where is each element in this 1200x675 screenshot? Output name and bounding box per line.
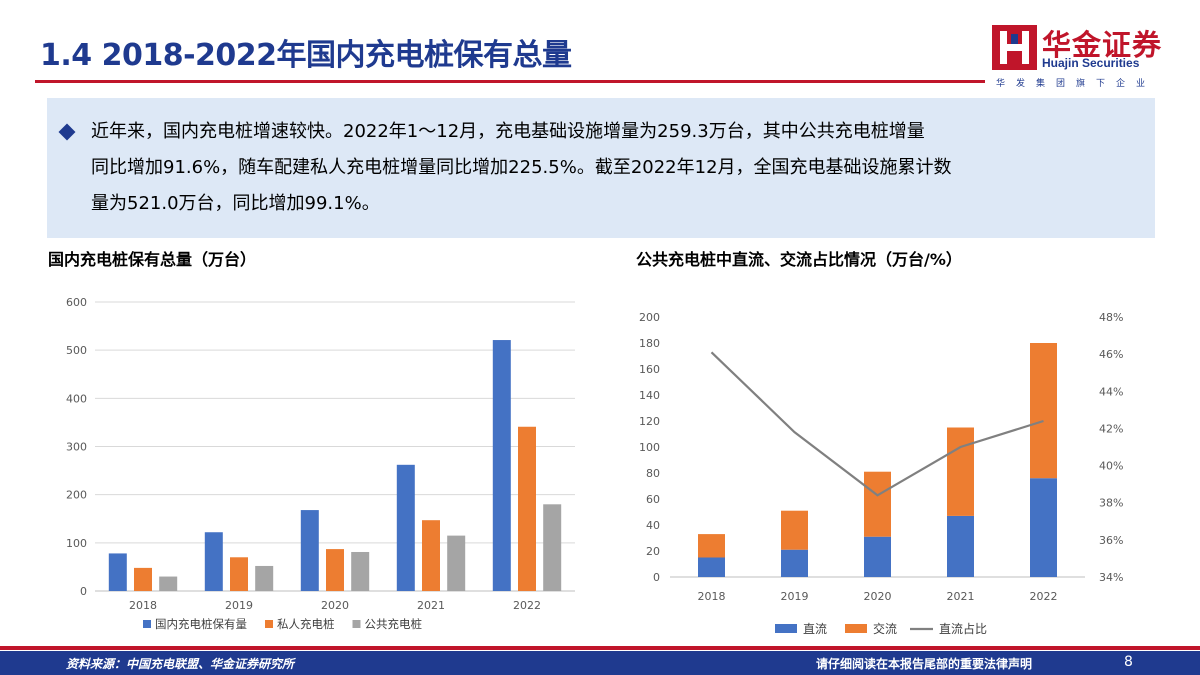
y-tick-label: 20 xyxy=(646,545,660,558)
bar-直流-2019 xyxy=(781,549,808,577)
y-tick-label: 0 xyxy=(653,571,660,584)
chart1-title: 国内充电桩保有总量（万台） xyxy=(48,250,257,269)
logo-name-cn: 华金证券 xyxy=(1042,28,1163,62)
y2-tick-label: 46% xyxy=(1099,348,1123,361)
y-tick-label: 140 xyxy=(639,389,660,402)
chart-total-stock: 0 100 200 300 400 500 600 2018 2019 2020 2021 2022 国… xyxy=(66,296,575,631)
logo-name-en: Huajin Securities xyxy=(1042,56,1140,70)
y2-tick-label: 42% xyxy=(1099,422,1123,435)
legend-label: 私人充电桩 xyxy=(277,617,335,631)
x-tick-label: 2021 xyxy=(417,599,445,612)
y2-tick-label: 34% xyxy=(1099,571,1123,584)
x-tick-label: 2022 xyxy=(513,599,541,612)
legend-label: 直流 xyxy=(803,622,827,636)
bar-交流-2022 xyxy=(1030,343,1057,479)
x-tick-label: 2018 xyxy=(698,590,726,603)
bar-私人充电桩-2021 xyxy=(422,520,440,591)
bar-公共充电桩-2019 xyxy=(255,565,274,591)
legend-label: 交流 xyxy=(873,621,897,636)
x-tick-label: 2020 xyxy=(864,590,892,603)
bar-公共充电桩-2022 xyxy=(543,504,562,591)
x-tick-label: 2018 xyxy=(129,599,157,612)
x-tick-label: 2019 xyxy=(225,599,253,612)
y-tick-label: 180 xyxy=(639,337,660,350)
summary-line: 近年来，国内充电桩增速较快。2022年1～12月，充电基础设施增量为259.3万… xyxy=(91,121,925,142)
summary-line: 量为521.0万台，同比增加99.1%。 xyxy=(91,193,380,214)
legend-swatch xyxy=(265,620,273,628)
bar-公共充电桩-2021 xyxy=(447,535,466,591)
legal-notice: 请仔细阅读在本报告尾部的重要法律声明 xyxy=(816,657,1033,671)
bar-国内充电桩保有量-2018 xyxy=(108,553,127,591)
bar-直流-2021 xyxy=(947,515,974,577)
source-note: 资料来源：中国充电联盟、华金证券研究所 xyxy=(66,657,295,671)
x-tick-label: 2020 xyxy=(321,599,349,612)
y-tick-label: 0 xyxy=(80,585,87,598)
y-tick-label: 500 xyxy=(66,344,87,357)
bar-交流-2020 xyxy=(864,471,891,537)
y-tick-label: 200 xyxy=(639,311,660,324)
y-tick-label: 160 xyxy=(639,363,660,376)
bar-私人充电桩-2022 xyxy=(518,426,536,591)
legend-swatch xyxy=(143,620,151,628)
bar-私人充电桩-2019 xyxy=(230,557,248,591)
company-logo: 华金证券 Huajin Securities 华发集团旗下企业 xyxy=(992,20,1177,92)
bar-直流-2018 xyxy=(698,557,725,577)
legend-label: 公共充电桩 xyxy=(365,617,423,631)
y-tick-label: 40 xyxy=(646,519,660,532)
page-title: 1.4 2018-2022年国内充电桩保有总量 xyxy=(40,38,572,73)
summary-paragraph: 近年来，国内充电桩增速较快。2022年1～12月，充电基础设施增量为259.3万… xyxy=(91,114,1139,222)
huajin-logo-icon xyxy=(992,25,1037,70)
y2-tick-label: 48% xyxy=(1099,311,1123,324)
y-tick-label: 100 xyxy=(639,441,660,454)
legend-swatch xyxy=(845,624,867,633)
y2-tick-label: 44% xyxy=(1099,385,1123,398)
bar-国内充电桩保有量-2022 xyxy=(492,340,511,591)
legend-swatch xyxy=(775,624,797,633)
y2-tick-label: 38% xyxy=(1099,497,1123,510)
page-number: 8 xyxy=(1124,654,1133,670)
y2-tick-label: 36% xyxy=(1099,534,1123,547)
bar-国内充电桩保有量-2021 xyxy=(396,464,415,591)
bar-国内充电桩保有量-2019 xyxy=(204,532,223,591)
y-tick-label: 100 xyxy=(66,537,87,550)
bar-交流-2018 xyxy=(698,534,725,558)
y-tick-label: 300 xyxy=(66,441,87,454)
y-tick-label: 200 xyxy=(66,489,87,502)
logo-tagline: 华发集团旗下企业 xyxy=(996,79,1157,89)
bar-国内充电桩保有量-2020 xyxy=(300,510,319,591)
x-tick-label: 2021 xyxy=(947,590,975,603)
chart-dc-ac-share: 0 20 40 60 80 100 120 140 160 180 200 34% 36% 38% 40% 4… xyxy=(639,311,1123,636)
summary-box: 近年来，国内充电桩增速较快。2022年1～12月，充电基础设施增量为259.3万… xyxy=(47,98,1155,238)
footer-bar: 资料来源：中国充电联盟、华金证券研究所 请仔细阅读在本报告尾部的重要法律声明 8 xyxy=(0,651,1200,675)
title-divider xyxy=(35,80,985,83)
bar-直流-2022 xyxy=(1030,478,1057,577)
legend-label: 直流占比 xyxy=(939,621,987,636)
x-tick-label: 2022 xyxy=(1030,590,1058,603)
y2-tick-label: 40% xyxy=(1099,460,1123,473)
x-tick-label: 2019 xyxy=(781,590,809,603)
bar-交流-2019 xyxy=(781,510,808,550)
y-tick-label: 600 xyxy=(66,296,87,309)
bar-私人充电桩-2020 xyxy=(326,549,344,591)
chart2-title: 公共充电桩中直流、交流占比情况（万台/%） xyxy=(636,250,962,269)
y-tick-label: 400 xyxy=(66,392,87,405)
bar-公共充电桩-2018 xyxy=(159,576,178,591)
summary-line: 同比增加91.6%，随车配建私人充电桩增量同比增加225.5%。截至2022年1… xyxy=(91,157,952,178)
legend-swatch xyxy=(352,620,361,628)
y-tick-label: 120 xyxy=(639,415,660,428)
bar-交流-2021 xyxy=(947,427,974,516)
bar-公共充电桩-2020 xyxy=(351,551,370,591)
bar-直流-2020 xyxy=(864,536,891,577)
footer-accent-stripe xyxy=(0,646,1200,650)
bar-私人充电桩-2018 xyxy=(134,567,152,591)
y-tick-label: 80 xyxy=(646,467,660,480)
y-tick-label: 60 xyxy=(646,493,660,506)
legend-label: 国内充电桩保有量 xyxy=(155,617,247,631)
diamond-bullet-icon xyxy=(58,123,76,141)
